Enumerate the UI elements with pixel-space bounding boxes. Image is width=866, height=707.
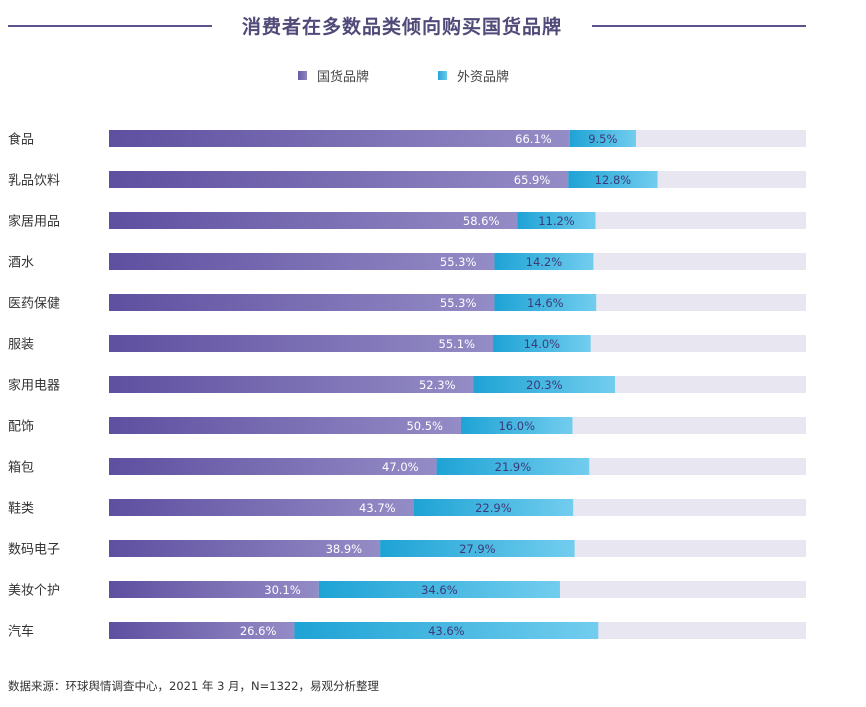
data-label-domestic: 52.3% [419,378,456,392]
data-label-foreign: 27.9% [459,542,496,556]
bar-foreign [568,171,658,188]
data-label-foreign: 20.3% [526,378,563,392]
bar-domestic [109,458,437,475]
legend-item-foreign: 外资品牌 [438,66,509,85]
data-label-domestic: 55.3% [440,255,477,269]
data-label-domestic: 50.5% [406,419,443,433]
bar-foreign [436,458,590,475]
bar-domestic [109,253,495,270]
category-label: 数码电子 [8,543,60,558]
bar-foreign [294,622,599,639]
category-label: 乳品饮料 [8,174,60,189]
data-label-domestic: 38.9% [326,542,363,556]
data-label-domestic: 55.1% [439,337,476,351]
legend-swatch-foreign [438,71,447,80]
category-label: 箱包 [8,460,34,476]
data-label-foreign: 9.5% [588,132,617,146]
bar-domestic [109,130,570,147]
bar-foreign [473,376,616,393]
chart-title: 消费者在多数品类倾向购买国货品牌 [241,16,562,38]
data-label-domestic: 47.0% [382,460,419,474]
legend-label-domestic: 国货品牌 [317,70,370,85]
bar-foreign [380,540,575,557]
data-label-foreign: 43.6% [428,624,465,638]
title-divider-left [8,25,212,27]
data-label-foreign: 34.6% [421,583,458,597]
data-label-domestic: 65.9% [514,173,551,187]
legend-swatch-domestic [298,71,307,80]
chart-title-area: 消费者在多数品类倾向购买国货品牌 [0,10,866,42]
bar-domestic [109,335,494,352]
category-label: 美妆个护 [8,584,60,599]
bar-row: 鞋类 43.7% 22.9% [8,499,806,517]
category-label: 鞋类 [8,501,34,517]
chart-legend: 国货品牌 外资品牌 [0,66,866,86]
bar-row: 酒水 55.3% 14.2% [8,253,806,271]
data-label-domestic: 58.6% [463,214,500,228]
data-label-foreign: 14.0% [524,337,561,351]
bar-foreign [493,335,591,352]
bar-foreign [494,253,594,270]
category-label: 配饰 [8,420,34,435]
data-label-foreign: 22.9% [475,501,512,515]
category-label: 服装 [8,338,34,353]
bar-domestic [109,417,461,434]
data-source-note: 数据来源：环球舆情调查中心，2021 年 3 月，N=1322，易观分析整理 [8,679,380,693]
bar-foreign [413,499,574,516]
bar-domestic [109,540,381,557]
bar-row: 数码电子 38.9% 27.9% [8,540,806,558]
bar-row: 家用电器 52.3% 20.3% [8,376,806,394]
data-label-foreign: 16.0% [498,419,535,433]
legend-label-foreign: 外资品牌 [457,70,510,85]
bar-row: 箱包 47.0% 21.9% [8,458,806,476]
bar-row: 汽车 26.6% 43.6% [8,622,806,640]
bar-row: 家居用品 58.6% 11.2% [8,212,806,230]
data-label-domestic: 26.6% [240,624,277,638]
legend-item-domestic: 国货品牌 [298,66,369,85]
bar-row: 乳品饮料 65.9% 12.8% [8,171,806,189]
data-label-domestic: 66.1% [515,132,552,146]
bar-row: 服装 55.1% 14.0% [8,335,806,353]
bar-domestic [109,212,518,229]
bar-foreign [517,212,596,229]
data-label-domestic: 43.7% [359,501,396,515]
bar-row: 美妆个护 30.1% 34.6% [8,581,806,599]
data-label-foreign: 14.2% [526,255,563,269]
bar-domestic [109,171,569,188]
bar-foreign [318,581,560,598]
bar-domestic [109,622,295,639]
category-label: 医药保健 [8,297,60,312]
data-label-domestic: 30.1% [264,583,301,597]
bar-domestic [109,581,319,598]
bar-domestic [109,499,414,516]
data-label-domestic: 55.3% [440,296,477,310]
bars-group: 食品 66.1% 9.5% 乳品饮料 65.9% 12.8% 家居用品 58.6% 11.2% 酒… [8,130,806,640]
category-label: 家用电器 [8,378,60,394]
bar-foreign [494,294,597,311]
bar-domestic [109,376,474,393]
category-label: 汽车 [8,624,34,640]
data-label-foreign: 14.6% [527,296,564,310]
data-label-foreign: 11.2% [538,214,575,228]
category-label: 酒水 [8,256,34,271]
bar-row: 医药保健 55.3% 14.6% [8,294,806,312]
title-divider-right [592,25,806,27]
data-label-foreign: 12.8% [595,173,632,187]
category-label: 家居用品 [8,214,60,230]
category-label: 食品 [8,132,34,148]
data-label-foreign: 21.9% [495,460,532,474]
bar-foreign [460,417,573,434]
bar-foreign [569,130,636,147]
bar-domestic [109,294,495,311]
bar-row: 食品 66.1% 9.5% [8,130,806,148]
bar-row: 配饰 50.5% 16.0% [8,417,806,435]
